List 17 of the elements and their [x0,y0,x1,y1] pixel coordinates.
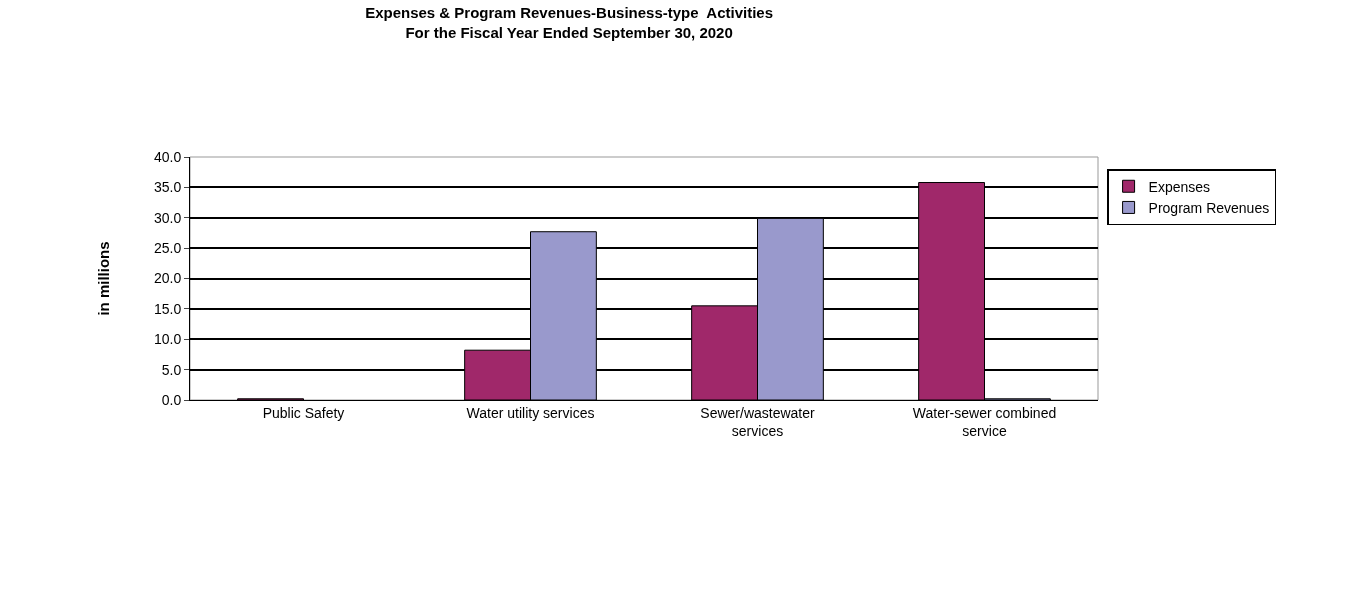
y-tick-label: 35.0 [153,179,182,196]
y-tick-label: 20.0 [153,270,182,287]
x-tick-label: Water-sewer combined service [912,404,1057,439]
y-tick-label: 10.0 [153,331,182,348]
y-tick-label: 5.0 [161,361,182,378]
x-tick-label: Public Safety [262,404,345,421]
chart-title: Expenses & Program Revenues-Business-type Activities For the Fiscal Year Ended September 30, 2020 [365,4,774,41]
x-tick-label: Water utility services [466,404,595,421]
y-tick-label: 0.0 [161,391,182,408]
legend-label: Program Revenues [1148,199,1270,216]
y-tick-label: 40.0 [153,148,182,165]
x-tick-label: Sewer/wastewater services [700,404,816,439]
y-tick-label: 15.0 [153,300,182,317]
y-tick-label: 30.0 [153,209,182,226]
y-axis-title: in millions [95,241,113,316]
y-tick-label: 25.0 [153,240,182,257]
legend-label: Expenses [1148,178,1211,195]
